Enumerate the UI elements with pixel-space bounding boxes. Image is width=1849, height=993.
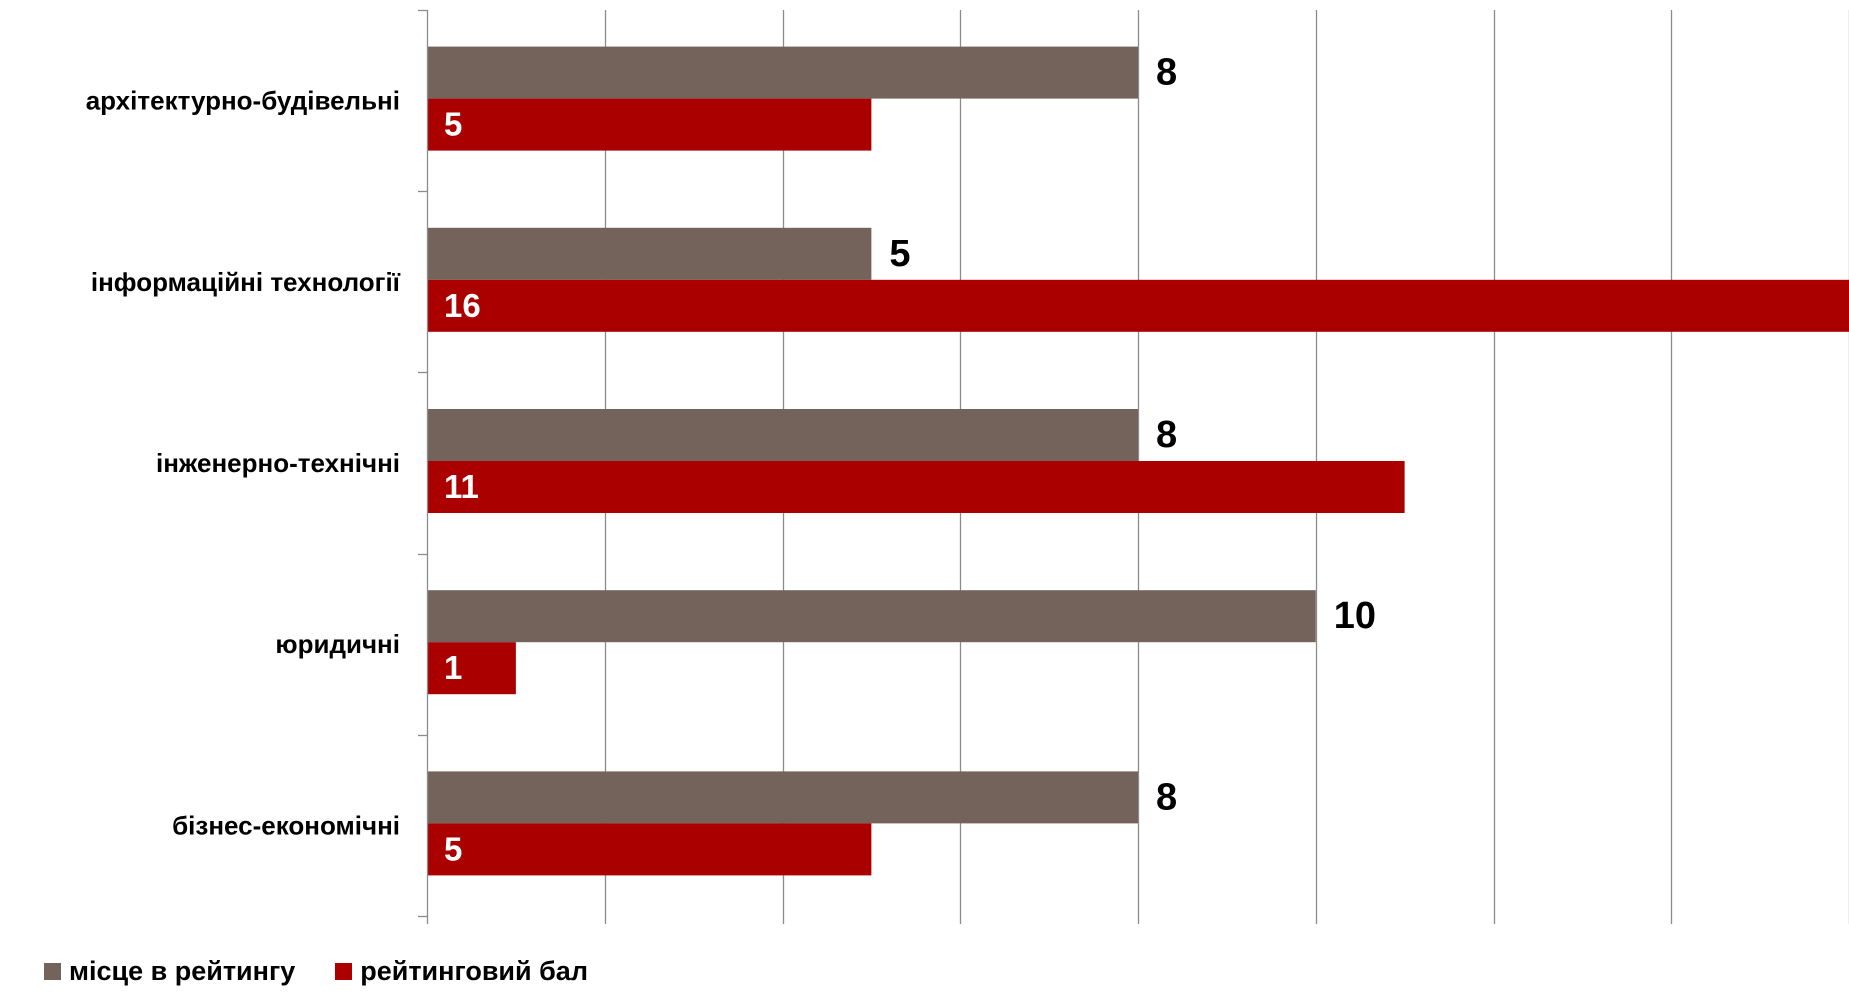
data-label-series-2: 16 [444, 287, 481, 324]
bar-series-2 [428, 461, 1405, 513]
category-label: бізнес-економічні [172, 810, 400, 840]
data-label-series-2: 11 [444, 468, 479, 505]
bar-series-1 [428, 590, 1316, 643]
data-label-series-1: 8 [1156, 52, 1177, 94]
bar-series-2 [428, 98, 872, 151]
bar-series-2 [428, 823, 872, 876]
bar-series-1 [428, 227, 872, 280]
data-label-series-1: 5 [889, 233, 910, 275]
data-label-series-2: 1 [444, 649, 462, 686]
data-label-series-1: 10 [1334, 595, 1376, 637]
legend-swatch [335, 963, 353, 980]
bar-series-2 [428, 642, 516, 695]
category-label: інженерно-технічні [156, 448, 400, 478]
bar-series-1 [428, 46, 1138, 99]
legend-label: рейтинговий бал [360, 956, 588, 986]
bar-series-2 [428, 279, 1849, 332]
legend-item-series-1: місце в рейтингу [44, 956, 295, 987]
category-label: архітектурно-будівельні [86, 86, 400, 116]
data-label-series-2: 5 [444, 830, 462, 867]
bar-series-1 [428, 409, 1138, 461]
bar-series-1 [428, 771, 1138, 824]
labels: архітектурно-будівельні 8 5 інформаційні те… [86, 52, 1376, 868]
data-label-series-1: 8 [1156, 414, 1177, 456]
data-label-series-1: 8 [1156, 776, 1177, 818]
legend-item-series-2: рейтинговий бал [335, 956, 588, 987]
category-label: юридичні [275, 629, 400, 659]
legend-label: місце в рейтингу [69, 956, 296, 986]
legend: місце в рейтингу рейтинговий бал [44, 956, 588, 987]
legend-swatch [44, 963, 61, 980]
bars [428, 46, 1849, 876]
y-axis [418, 9, 1849, 924]
category-label: інформаційні технології [91, 267, 401, 297]
data-label-series-2: 5 [444, 106, 462, 143]
